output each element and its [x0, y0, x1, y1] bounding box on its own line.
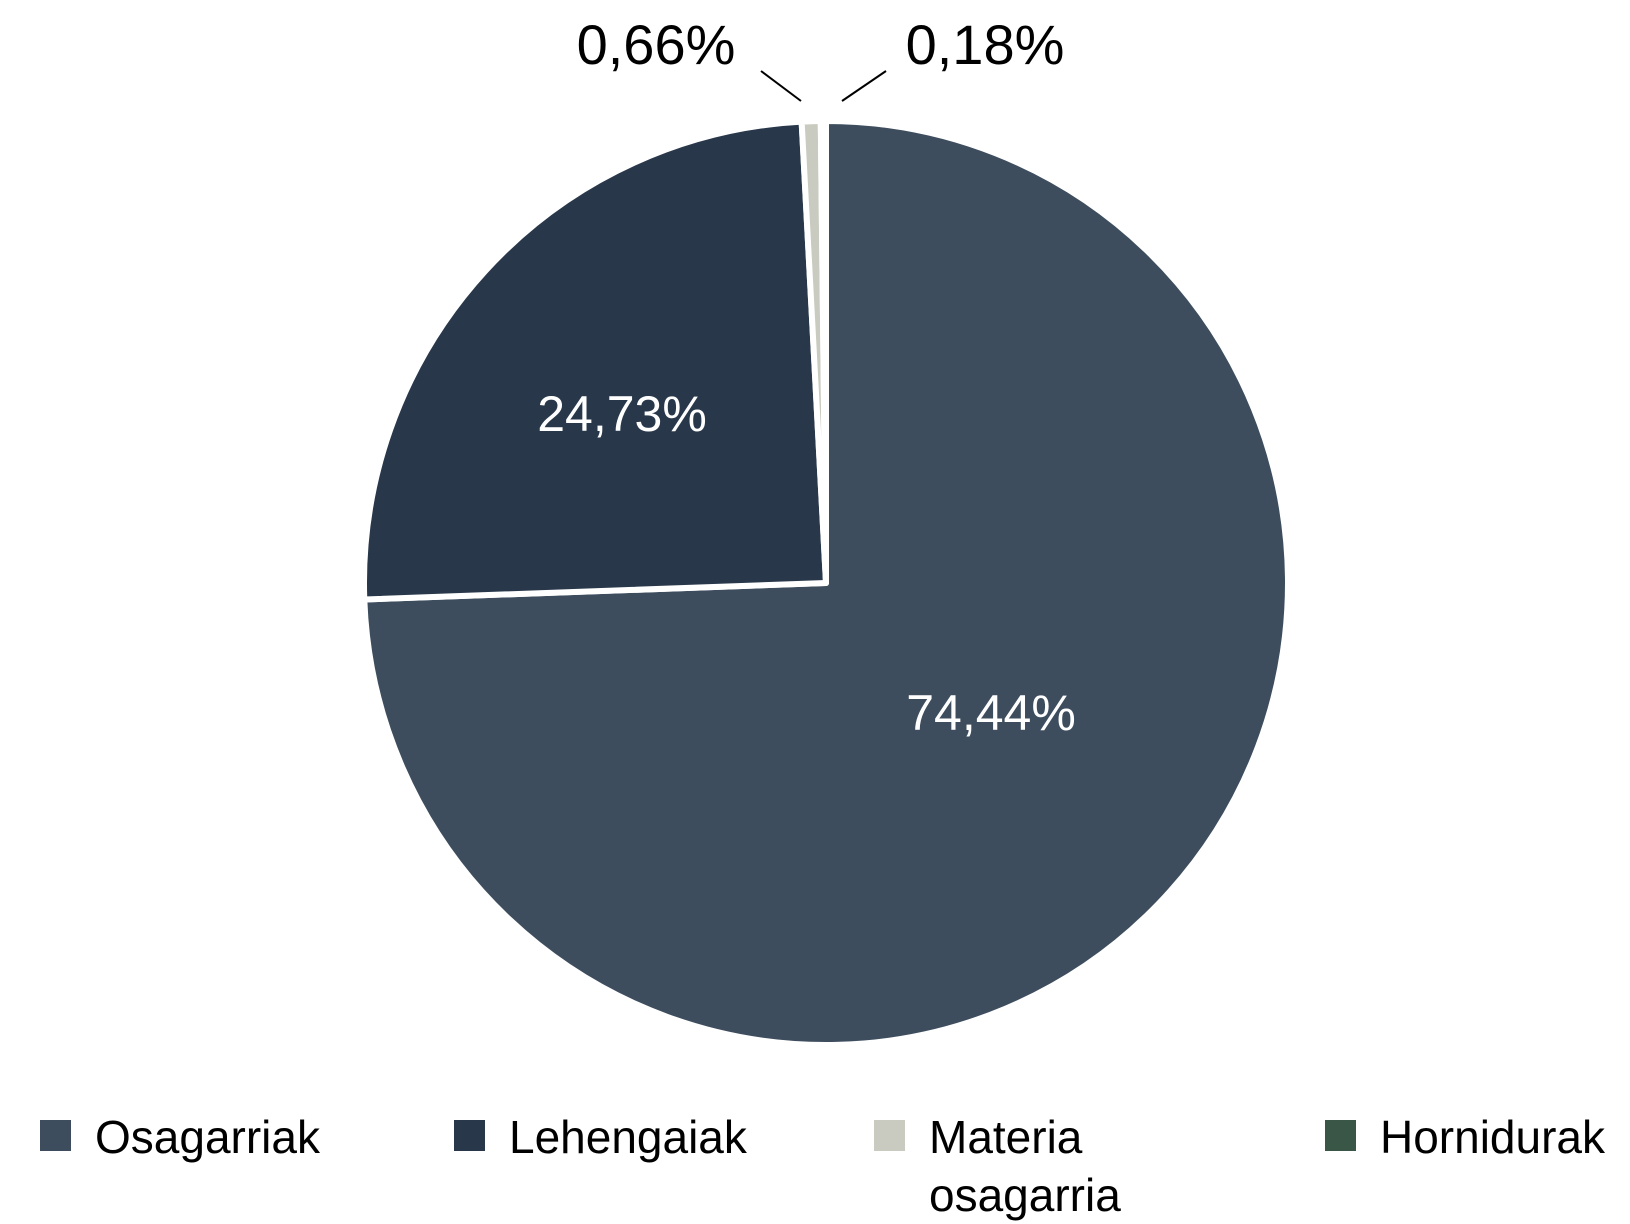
legend-swatch — [874, 1120, 905, 1151]
data-label: 0,18% — [906, 13, 1065, 76]
legend-item: Hornidurak — [1325, 1108, 1625, 1166]
pie-slice — [361, 118, 829, 603]
legend-item: Materia osagarria — [874, 1108, 1134, 1224]
legend-swatch — [40, 1120, 71, 1151]
leader-line — [760, 70, 802, 102]
legend-label: Osagarriak — [95, 1111, 320, 1163]
legend-label: Lehengaiak — [509, 1111, 747, 1163]
pie-slice — [817, 118, 829, 586]
data-label: 24,73% — [537, 386, 707, 442]
leader-line — [841, 70, 887, 102]
legend-item: Lehengaiak — [454, 1108, 834, 1166]
legend-label: Hornidurak — [1380, 1111, 1605, 1163]
legend-item: Osagarriak — [40, 1108, 420, 1166]
chart: 74,44% 24,73% 0,66% 0,18% — [361, 12, 1288, 1045]
legend-swatch — [454, 1120, 485, 1151]
legend-label: Materia osagarria — [929, 1111, 1121, 1221]
data-label: 74,44% — [906, 685, 1076, 741]
legend-swatch — [1325, 1120, 1356, 1151]
data-label: 0,66% — [577, 13, 736, 76]
